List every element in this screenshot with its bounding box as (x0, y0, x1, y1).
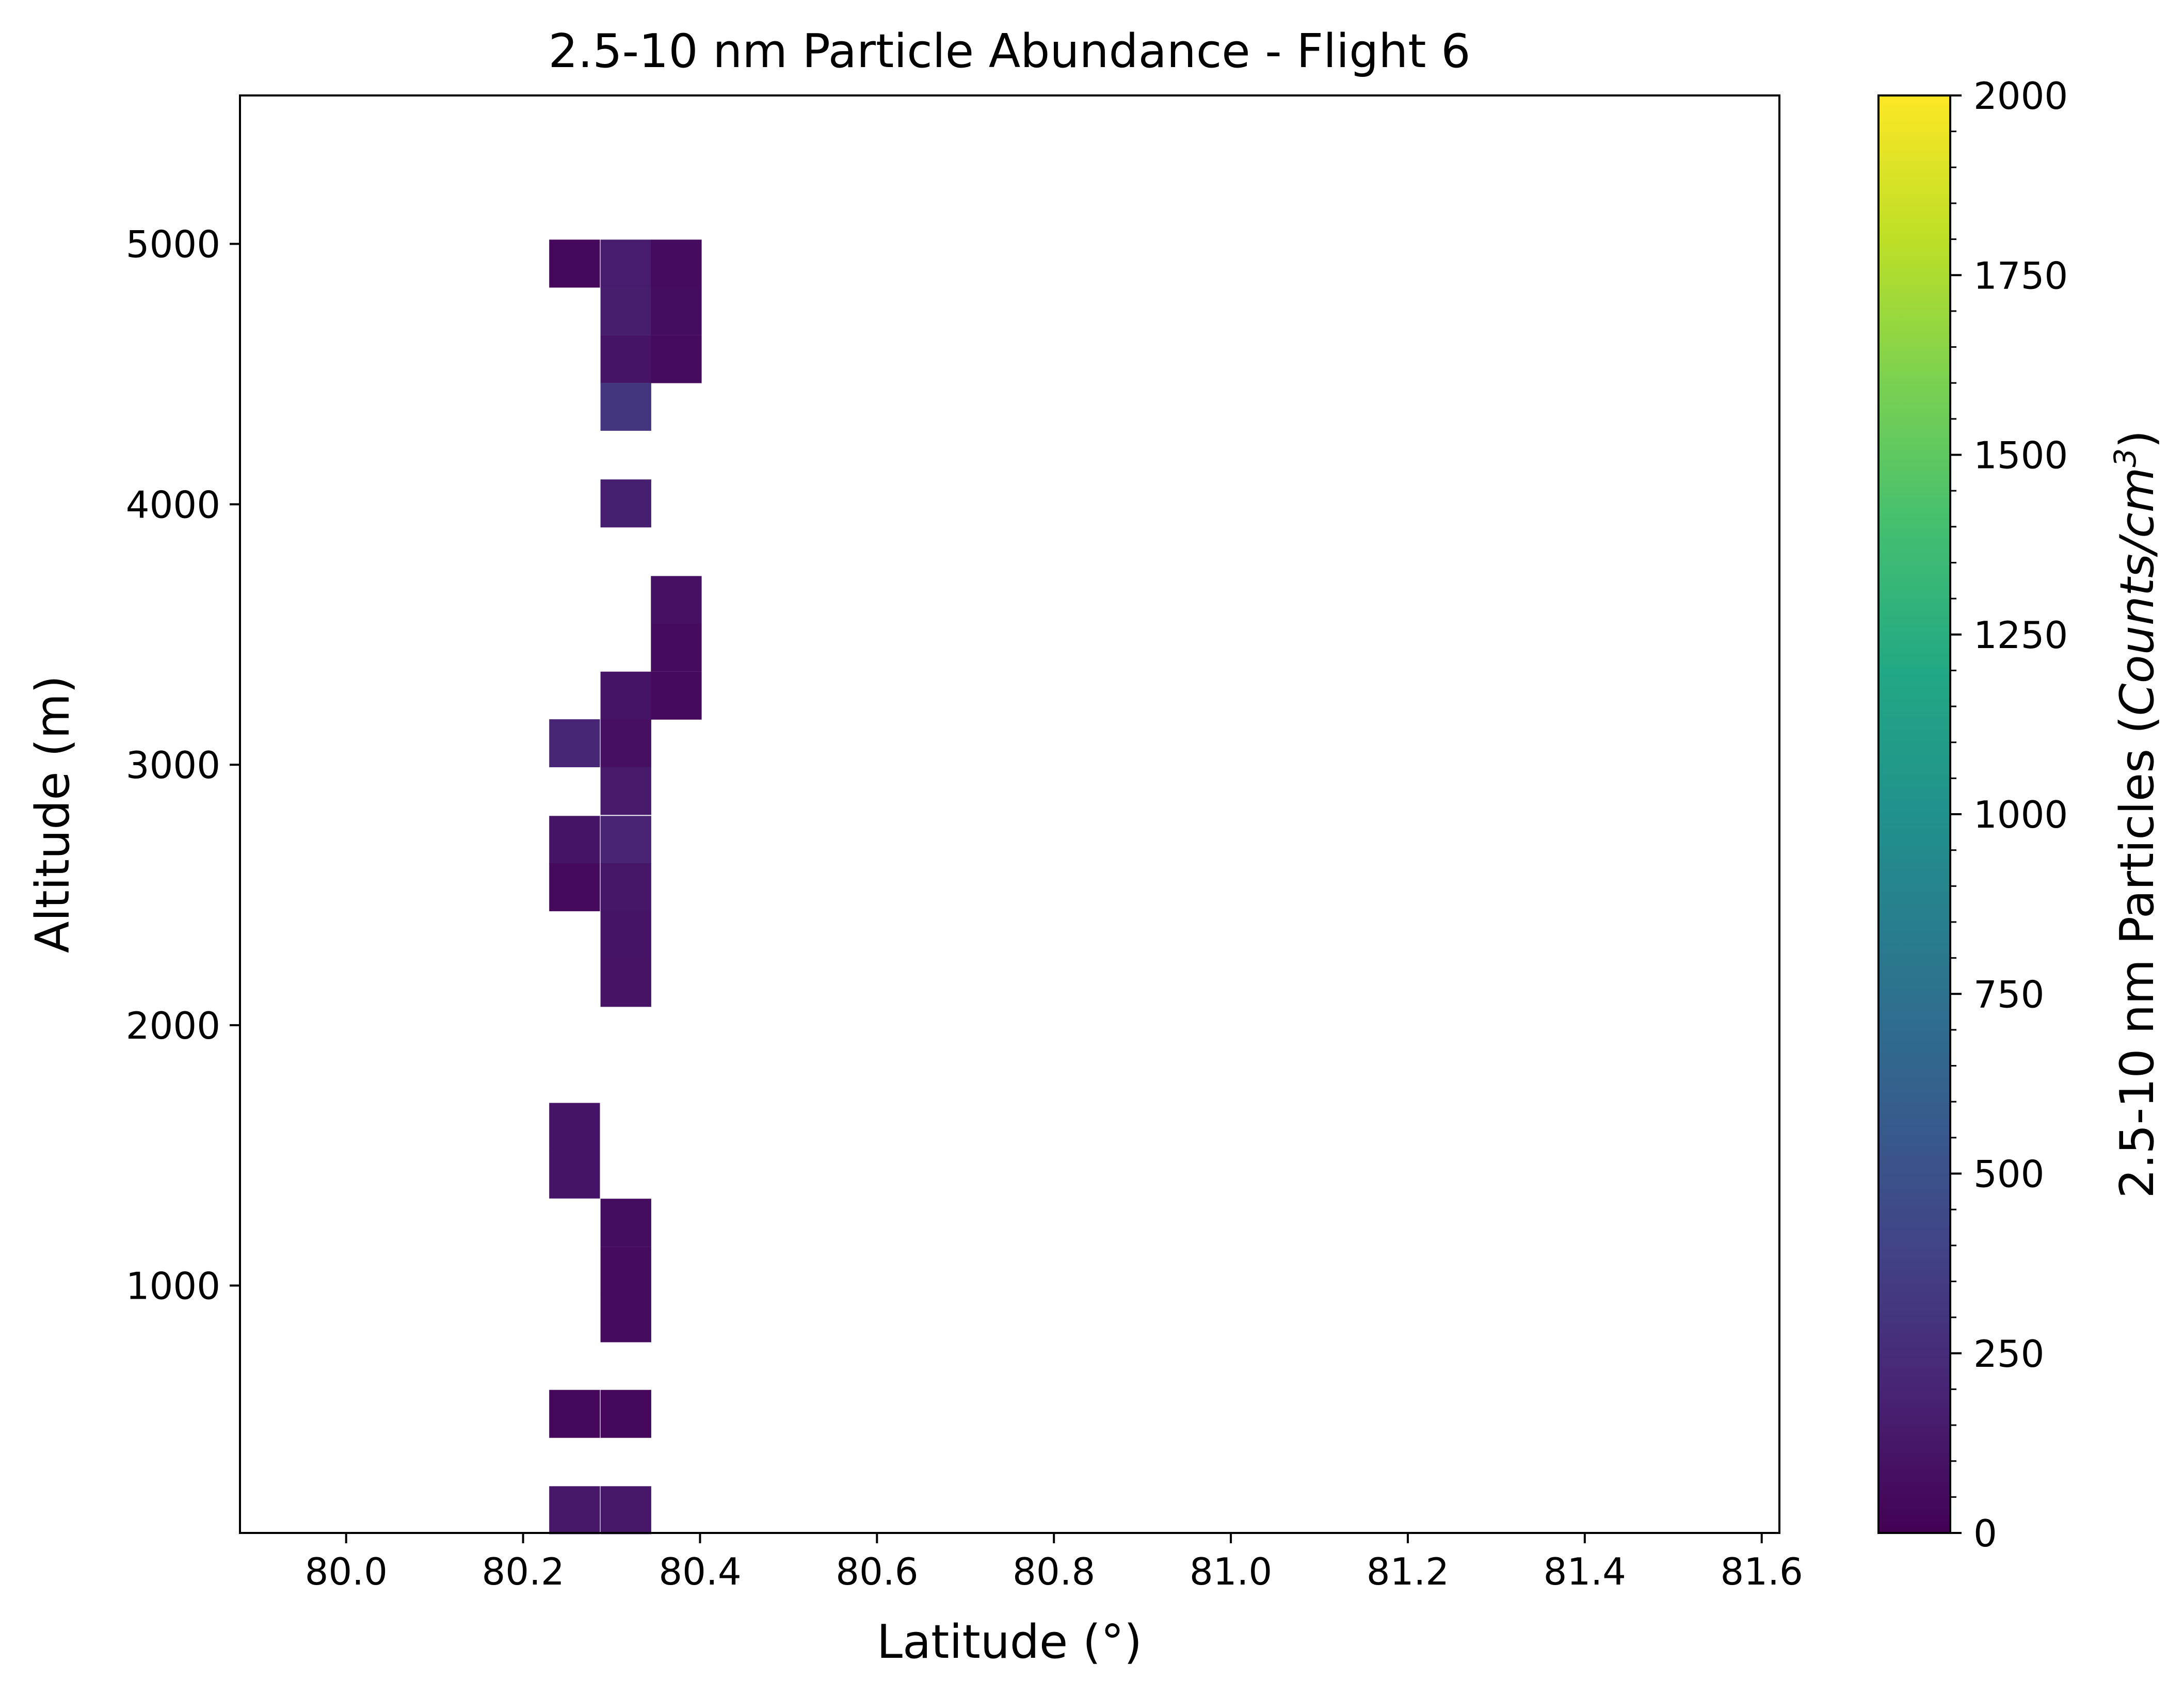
heatmap-cell (600, 863, 651, 912)
heatmap-cell (600, 382, 651, 431)
colorbar-tick-label: 0 (1973, 1512, 1997, 1555)
colorbar-label-main: 2.5-10 nm Particles ( (2110, 716, 2164, 1198)
heatmap-cell (549, 1390, 600, 1438)
colorbar-gradient (1878, 95, 1950, 1533)
x-tick-label: 81.2 (1367, 1550, 1449, 1593)
plot-area-frame (239, 94, 1780, 1534)
heatmap-cell (549, 1486, 600, 1535)
colorbar-label-close: ) (2110, 430, 2164, 448)
y-tick-label: 1000 (126, 1265, 220, 1308)
heatmap-cell (600, 911, 651, 959)
colorbar-tick-label: 250 (1973, 1332, 2044, 1376)
heatmap-cell (549, 239, 600, 288)
x-tick-label: 80.0 (305, 1550, 388, 1593)
colorbar-tick-label: 1250 (1973, 613, 2068, 657)
x-tick-label: 81.6 (1721, 1550, 1803, 1593)
colorbar-tick-label: 500 (1973, 1153, 2044, 1196)
heatmap-cell (600, 335, 651, 383)
x-axis-label: Latitude (°) (877, 1615, 1142, 1669)
y-axis: 1000 2000 3000 4000 5000 (126, 223, 240, 1308)
x-axis: 80.0 80.2 80.4 80.6 80.8 81.0 81.2 81.4 81.6 (305, 1533, 1803, 1593)
heatmap-cell (549, 1103, 600, 1151)
y-tick-label: 3000 (126, 744, 220, 787)
y-tick-label: 2000 (126, 1004, 220, 1047)
heatmap-cell (600, 816, 651, 864)
heatmap-cell (651, 623, 702, 672)
heatmap-cell (651, 287, 702, 335)
heatmap-cell (549, 1150, 600, 1199)
y-tick-label: 4000 (126, 483, 220, 526)
x-tick-label: 80.4 (659, 1550, 741, 1593)
heatmap-cells (549, 239, 702, 1535)
x-tick-label: 81.4 (1544, 1550, 1626, 1593)
heatmap-cell (651, 576, 702, 624)
colorbar-label-unit: Counts/cm (2110, 467, 2164, 716)
colorbar-tick-label: 1500 (1973, 434, 2068, 477)
heatmap-cell (600, 1247, 651, 1295)
heatmap-cell (600, 671, 651, 720)
heatmap-cell (600, 239, 651, 288)
heatmap-cell (549, 816, 600, 864)
colorbar-label: 2.5-10 nm Particles (Counts/cm3) (2108, 430, 2164, 1199)
colorbar-axis: 0 250 500 750 1000 1250 1500 1750 2000 (1950, 74, 2068, 1555)
x-tick-label: 80.8 (1013, 1550, 1095, 1593)
heatmap-cell (651, 335, 702, 383)
x-tick-label: 81.0 (1190, 1550, 1272, 1593)
chart-title: 2.5-10 nm Particle Abundance - Flight 6 (549, 24, 1471, 78)
heatmap-cell (549, 719, 600, 767)
heatmap-cell (600, 1486, 651, 1535)
y-axis-label: Altitude (m) (26, 675, 80, 953)
heatmap-cell (600, 959, 651, 1007)
x-tick-label: 80.6 (836, 1550, 918, 1593)
colorbar-tick-label: 1750 (1973, 254, 2068, 297)
heatmap-cell (549, 863, 600, 912)
x-tick-label: 80.2 (481, 1550, 564, 1593)
heatmap-cell (600, 719, 651, 767)
heatmap-cell (600, 1390, 651, 1438)
heatmap-cell (600, 1294, 651, 1343)
colorbar-tick-label: 750 (1973, 973, 2044, 1016)
heatmap-cell (651, 671, 702, 720)
heatmap-cell (600, 1199, 651, 1247)
heatmap-cell (600, 767, 651, 815)
heatmap-cell (600, 287, 651, 335)
heatmap-cell (651, 239, 702, 288)
colorbar-tick-label: 1000 (1973, 793, 2068, 836)
y-tick-label: 5000 (126, 223, 220, 266)
colorbar-tick-label: 2000 (1973, 74, 2068, 118)
heatmap-cell (600, 479, 651, 528)
colorbar-label-exponent: 3 (2108, 448, 2143, 467)
